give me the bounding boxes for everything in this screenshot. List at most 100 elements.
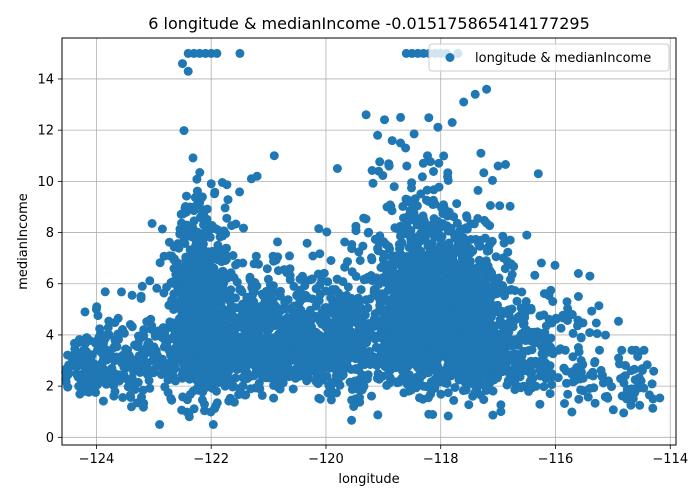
data-point xyxy=(89,359,99,368)
data-point xyxy=(164,237,174,247)
data-point xyxy=(246,384,256,394)
data-point xyxy=(340,237,350,247)
data-point xyxy=(183,308,193,318)
data-point xyxy=(63,382,73,392)
data-point xyxy=(235,48,245,58)
data-point xyxy=(487,268,496,278)
data-point xyxy=(167,278,177,288)
data-point xyxy=(461,385,471,395)
data-point xyxy=(439,202,449,212)
data-point xyxy=(446,353,456,363)
data-point xyxy=(210,187,220,197)
data-point xyxy=(145,383,155,393)
data-point xyxy=(583,392,593,402)
data-point xyxy=(461,325,471,335)
data-point xyxy=(223,273,233,283)
data-point xyxy=(332,388,341,398)
data-point xyxy=(178,392,188,402)
data-point xyxy=(355,256,365,265)
data-point xyxy=(326,256,336,265)
data-point xyxy=(432,284,442,294)
data-point xyxy=(130,365,140,374)
data-point xyxy=(482,351,492,361)
data-point xyxy=(614,316,623,326)
data-point xyxy=(476,390,486,400)
data-point xyxy=(263,314,273,324)
y-tick-label: 12 xyxy=(37,124,54,139)
data-point xyxy=(535,399,545,409)
data-point xyxy=(199,268,209,278)
data-point xyxy=(573,343,583,352)
data-point xyxy=(260,297,270,307)
data-point xyxy=(473,185,483,195)
data-point xyxy=(616,374,626,384)
data-point xyxy=(587,306,597,316)
data-point xyxy=(451,244,461,254)
data-point xyxy=(560,399,569,408)
data-point xyxy=(506,259,516,269)
data-point xyxy=(565,309,575,319)
data-point xyxy=(158,323,168,333)
data-point xyxy=(137,281,147,291)
data-point xyxy=(433,122,443,132)
data-point xyxy=(242,354,252,364)
data-point xyxy=(423,241,433,251)
data-point xyxy=(333,295,343,305)
data-point xyxy=(500,291,509,301)
data-point xyxy=(494,273,504,283)
points-layer xyxy=(61,48,665,429)
data-point xyxy=(368,178,378,188)
data-point xyxy=(415,255,425,264)
data-point xyxy=(574,394,584,404)
data-point xyxy=(462,337,472,347)
data-point xyxy=(268,350,278,359)
data-point xyxy=(323,352,333,362)
data-point xyxy=(319,268,329,278)
data-point xyxy=(496,407,506,417)
data-point xyxy=(193,227,202,237)
data-point xyxy=(386,338,395,348)
data-point xyxy=(361,336,371,346)
data-point xyxy=(302,238,312,248)
data-point xyxy=(480,306,490,316)
data-point xyxy=(527,368,537,377)
data-point xyxy=(202,258,212,268)
data-point xyxy=(381,309,391,319)
data-point xyxy=(420,221,430,231)
data-point xyxy=(175,265,185,275)
data-point xyxy=(443,175,453,185)
data-point xyxy=(213,225,223,235)
data-point xyxy=(186,267,196,277)
data-point xyxy=(91,304,101,314)
data-point xyxy=(635,400,645,410)
data-point xyxy=(422,185,432,195)
data-point xyxy=(512,296,522,306)
data-point xyxy=(151,346,161,356)
data-point xyxy=(296,322,305,332)
data-point xyxy=(137,392,146,402)
data-point xyxy=(526,375,536,385)
data-point xyxy=(488,410,498,420)
data-point xyxy=(481,382,491,392)
data-point xyxy=(357,385,367,395)
data-point xyxy=(544,314,554,324)
data-point xyxy=(573,292,583,301)
data-point xyxy=(432,358,441,368)
data-point xyxy=(136,291,146,301)
data-point xyxy=(276,321,286,331)
data-point xyxy=(213,240,223,250)
data-point xyxy=(556,323,566,333)
data-point xyxy=(127,290,137,300)
data-point xyxy=(541,321,551,331)
data-point xyxy=(422,298,432,308)
data-point xyxy=(655,393,665,403)
data-point xyxy=(474,344,484,354)
data-point xyxy=(437,341,447,351)
data-point xyxy=(188,386,198,396)
data-point xyxy=(188,153,198,163)
data-point xyxy=(113,329,123,339)
data-point xyxy=(231,219,241,229)
data-point xyxy=(103,377,113,387)
data-point xyxy=(61,374,71,384)
data-point xyxy=(402,284,412,294)
